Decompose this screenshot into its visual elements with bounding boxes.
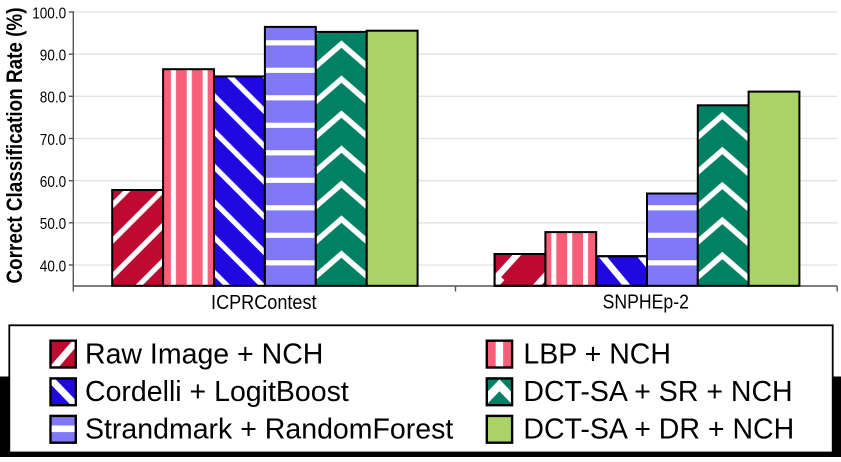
svg-text:100.0: 100.0	[32, 5, 66, 22]
svg-text:80.0: 80.0	[40, 90, 66, 107]
svg-text:50.0: 50.0	[40, 216, 66, 233]
svg-text:60.0: 60.0	[40, 174, 66, 191]
svg-text:DCT-SA + SR + NCH: DCT-SA + SR + NCH	[523, 376, 792, 408]
svg-text:LBP + NCH: LBP + NCH	[523, 338, 671, 370]
svg-text:SNPHEp-2: SNPHEp-2	[603, 290, 689, 313]
svg-text:ICPRContest: ICPRContest	[211, 291, 317, 314]
svg-text:40.0: 40.0	[40, 258, 66, 275]
svg-text:Strandmark + RandomForest: Strandmark + RandomForest	[85, 414, 453, 446]
svg-text:Raw Image + NCH: Raw Image + NCH	[85, 338, 323, 370]
svg-text:90.0: 90.0	[40, 48, 66, 65]
svg-text:Correct Classification Rate (%: Correct Classification Rate (%)	[2, 8, 27, 284]
svg-text:Cordelli + LogitBoost: Cordelli + LogitBoost	[85, 376, 349, 408]
svg-text:DCT-SA + DR + NCH: DCT-SA + DR + NCH	[523, 414, 794, 446]
svg-text:70.0: 70.0	[40, 132, 66, 149]
